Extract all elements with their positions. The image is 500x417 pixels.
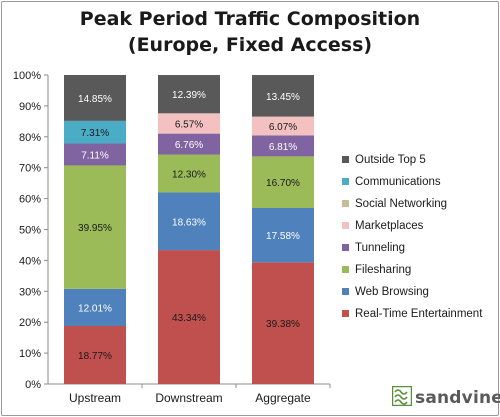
data-label: 17.58%	[266, 231, 300, 242]
legend-swatch	[342, 200, 349, 207]
legend-swatch	[342, 244, 349, 251]
x-tick-label: Upstream	[69, 391, 121, 405]
legend-swatch	[342, 222, 349, 229]
bar-segment	[64, 326, 126, 384]
y-tick-label: 40%	[19, 255, 41, 267]
bar-segment	[64, 120, 126, 144]
data-label: 14.85%	[78, 94, 112, 105]
data-label: 6.07%	[269, 122, 297, 133]
brand-name: sandvine	[415, 388, 500, 408]
bar-segment	[158, 250, 220, 384]
bar-segment	[158, 192, 220, 251]
bar-segment	[252, 207, 314, 263]
bar-segment	[252, 135, 314, 157]
data-label: 6.57%	[175, 119, 203, 130]
legend-label: Real-Time Entertainment	[355, 308, 483, 320]
chart-title: Peak Period Traffic Composition	[79, 8, 421, 30]
data-label: 39.38%	[266, 319, 300, 330]
y-tick-label: 90%	[19, 101, 41, 113]
legend-swatch	[342, 288, 349, 295]
y-tick-label: 70%	[19, 163, 41, 175]
bar-segment	[64, 75, 126, 121]
y-tick-label: 20%	[19, 317, 41, 329]
brand-logo: sandvine	[391, 385, 500, 411]
bar-segment	[158, 133, 220, 155]
x-tick-label: Downstream	[155, 391, 222, 405]
data-label: 7.31%	[81, 128, 109, 139]
bar-segment	[64, 165, 126, 289]
data-label: 12.01%	[78, 303, 112, 314]
bar-segment	[64, 288, 126, 327]
bar-segment	[252, 156, 314, 208]
y-tick-label: 60%	[19, 194, 41, 206]
x-tick-label: Aggregate	[255, 391, 311, 405]
y-tick-label: 10%	[19, 348, 41, 360]
data-label: 7.11%	[81, 150, 109, 161]
data-label: 43.34%	[172, 313, 206, 324]
data-label: 18.63%	[172, 217, 206, 228]
data-label: 6.76%	[175, 140, 203, 151]
legend-swatch	[342, 156, 349, 163]
legend-label: Filesharing	[355, 264, 411, 276]
bar-segment	[158, 154, 220, 193]
legend-swatch	[342, 266, 349, 273]
y-tick-label: 30%	[19, 286, 41, 298]
data-label: 6.81%	[269, 142, 297, 153]
bar-segment	[158, 113, 220, 134]
chart-subtitle: (Europe, Fixed Access)	[127, 34, 373, 56]
bar-segment	[64, 143, 126, 166]
data-label: 12.30%	[172, 170, 206, 181]
sandvine-logo-icon	[391, 385, 413, 411]
y-tick-label: 100%	[13, 70, 41, 82]
data-label: 13.45%	[266, 92, 300, 103]
legend-label: Outside Top 5	[355, 154, 426, 166]
bar-segment	[158, 75, 220, 114]
bar-segment	[252, 262, 314, 384]
y-tick-label: 0%	[25, 379, 41, 391]
legend-label: Communications	[355, 176, 441, 188]
legend-swatch	[342, 178, 349, 185]
data-label: 12.39%	[172, 90, 206, 101]
legend-label: Tunneling	[355, 242, 405, 254]
legend-label: Marketplaces	[355, 220, 424, 232]
y-tick-label: 80%	[19, 132, 41, 144]
data-label: 16.70%	[266, 178, 300, 189]
data-label: 39.95%	[78, 223, 112, 234]
legend-label: Social Networking	[355, 198, 447, 210]
legend-label: Web Browsing	[355, 286, 429, 298]
bar-segment	[252, 75, 314, 117]
bar-segment	[252, 116, 314, 136]
y-tick-label: 50%	[19, 225, 41, 237]
legend-swatch	[342, 310, 349, 317]
data-label: 18.77%	[78, 351, 112, 362]
